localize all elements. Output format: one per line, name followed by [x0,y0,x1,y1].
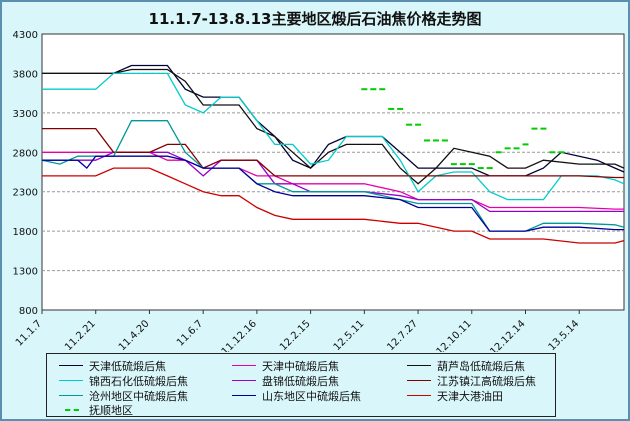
line-chart: 800 1300 1800 2300 2800 3300 3800 4300 11.1.7 11.… [13,30,625,352]
legend-label: 抚顺地区 [89,404,133,417]
legend-label: 盘锦低硫煅后焦 [262,375,339,388]
y-tick-label: 1300 [13,267,38,278]
x-tick-label: 11.4.20 [117,318,152,352]
legend: 天津低硫煅后焦 天津中硫煅后焦 葫芦岛低硫煅后焦锦西石化低硫煅后焦 盘锦低硫煅后焦 江苏… [46,353,556,417]
legend-label: 山东地区中硫煅后焦 [262,390,361,403]
legend-swatch [59,365,83,366]
x-tick-label: 12.2.15 [278,318,313,352]
legend-swatch [59,380,83,381]
x-tick-label: 11.12.16 [220,318,259,352]
chart-title: 11.1.7-13.8.13主要地区煅后石油焦价格走势图 [148,10,482,28]
x-tick-label: 11.1.7 [14,318,44,348]
x-tick-label: 13.5.14 [547,318,582,352]
legend-swatch [65,409,79,411]
legend-swatch [232,365,256,366]
y-tick-label: 2300 [13,188,38,199]
series-line-7 [42,155,624,232]
series-line-0 [42,64,625,177]
y-tick-label: 3300 [13,109,38,120]
x-tick-label: 12.7.27 [385,318,420,352]
y-tick-label: 1800 [13,227,38,238]
legend-swatch [232,395,256,396]
legend-swatch [407,365,431,366]
legend-swatch [407,395,431,396]
series-line-5 [42,127,624,179]
series-line-8 [42,167,625,244]
legend-label: 天津大港油田 [437,390,503,403]
legend-swatch [232,380,256,381]
legend-swatch [407,380,431,381]
x-tick-label: 11.6.7 [175,318,205,348]
legend-label: 天津低硫煅后焦 [89,360,166,373]
series-line-3 [42,72,625,201]
x-tick-label: 11.2.21 [63,318,98,352]
y-tick-label: 2800 [13,148,38,159]
series-line-2 [42,68,625,185]
x-tick-label: 12.12.14 [488,318,527,352]
x-tick-label: 12.10.11 [435,318,474,352]
x-tick-label: 12.5.11 [332,318,367,352]
legend-swatch [59,395,83,396]
legend-label: 锦西石化低硫煅后焦 [89,375,188,388]
legend-label: 沧州地区中硫煅后焦 [89,390,188,403]
legend-label: 江苏镇江高硫煅后焦 [437,375,536,388]
legend-label: 葫芦岛低硫煅后焦 [437,360,525,373]
y-tick-label: 4300 [13,30,38,41]
y-tick-label: 3800 [13,69,38,80]
plot-area [41,33,625,311]
legend-label: 天津中硫煅后焦 [262,360,339,373]
y-tick-label: 800 [19,306,38,317]
